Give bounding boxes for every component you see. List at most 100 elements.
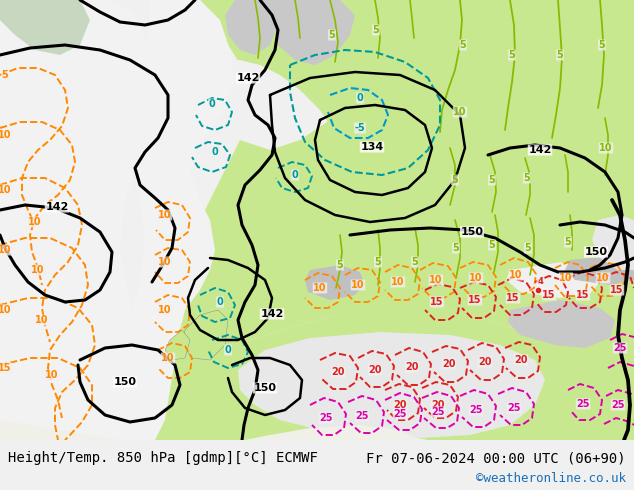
Text: 5: 5 [524, 243, 531, 253]
Text: 5: 5 [489, 175, 495, 185]
Polygon shape [0, 420, 420, 440]
Text: 10: 10 [509, 270, 523, 280]
Text: 15: 15 [0, 363, 12, 373]
Polygon shape [165, 330, 190, 360]
Text: ©weatheronline.co.uk: ©weatheronline.co.uk [476, 471, 626, 485]
Text: 0: 0 [209, 99, 216, 109]
Text: 10: 10 [161, 353, 175, 363]
Text: 5: 5 [598, 40, 605, 50]
Polygon shape [508, 300, 615, 348]
Text: 0: 0 [217, 297, 223, 307]
Text: 10: 10 [559, 273, 573, 283]
Polygon shape [238, 332, 545, 438]
Polygon shape [305, 265, 365, 300]
Text: 10: 10 [469, 273, 482, 283]
Text: 25: 25 [355, 411, 369, 421]
Text: 5: 5 [524, 173, 531, 183]
Text: 25: 25 [611, 400, 624, 410]
Text: 20: 20 [443, 359, 456, 369]
Text: 15: 15 [576, 290, 590, 300]
Polygon shape [210, 60, 340, 150]
Text: 10: 10 [158, 257, 172, 267]
Text: 150: 150 [113, 377, 136, 387]
Text: 10: 10 [0, 185, 12, 195]
Text: 10: 10 [596, 273, 610, 283]
Polygon shape [0, 0, 90, 55]
Text: 10: 10 [31, 265, 45, 275]
Polygon shape [115, 0, 235, 440]
Text: 5: 5 [328, 30, 335, 40]
Polygon shape [240, 310, 550, 440]
Text: 5: 5 [2, 70, 8, 80]
Text: 20: 20 [393, 400, 407, 410]
Text: 15: 15 [542, 290, 556, 300]
Text: 10: 10 [391, 277, 404, 287]
Text: 25: 25 [469, 405, 482, 415]
Text: 10: 10 [36, 315, 49, 325]
Text: 0: 0 [224, 345, 231, 355]
Text: 10: 10 [0, 305, 12, 315]
Text: 15: 15 [430, 297, 444, 307]
Text: 0: 0 [212, 147, 218, 157]
Polygon shape [380, 355, 420, 390]
Text: 5: 5 [373, 25, 379, 35]
Text: Fr 07-06-2024 00:00 UTC (06+90): Fr 07-06-2024 00:00 UTC (06+90) [366, 451, 626, 465]
Polygon shape [0, 0, 160, 440]
Text: 15: 15 [507, 293, 520, 303]
Polygon shape [0, 0, 250, 440]
Text: -5: -5 [354, 123, 365, 133]
Text: 25: 25 [613, 343, 627, 353]
Polygon shape [592, 215, 634, 270]
Text: 15: 15 [611, 285, 624, 295]
Polygon shape [240, 0, 634, 440]
Text: 10: 10 [45, 370, 59, 380]
Text: 142: 142 [261, 309, 283, 319]
Text: 20: 20 [431, 400, 444, 410]
Text: 134: 134 [360, 142, 384, 152]
Text: 5: 5 [508, 50, 515, 60]
Text: 10: 10 [158, 305, 172, 315]
Text: 5: 5 [337, 260, 344, 270]
Text: 5: 5 [451, 175, 458, 185]
Text: 10: 10 [0, 130, 12, 140]
Text: 10: 10 [158, 210, 172, 220]
Text: Height/Temp. 850 hPa [gdmp][°C] ECMWF: Height/Temp. 850 hPa [gdmp][°C] ECMWF [8, 451, 318, 465]
Text: 142: 142 [236, 73, 260, 83]
Text: 25: 25 [431, 407, 444, 417]
Text: 5: 5 [453, 243, 460, 253]
Text: 150: 150 [460, 227, 484, 237]
Text: 5: 5 [565, 237, 571, 247]
Text: 5: 5 [411, 257, 418, 267]
Polygon shape [275, 0, 355, 65]
Text: 150: 150 [585, 247, 607, 257]
Polygon shape [183, 310, 228, 360]
Text: 10: 10 [29, 217, 42, 227]
Text: 10: 10 [429, 275, 443, 285]
Polygon shape [225, 0, 285, 55]
Polygon shape [506, 262, 600, 298]
Text: 20: 20 [478, 357, 492, 367]
Text: 5: 5 [489, 240, 495, 250]
Text: 25: 25 [320, 413, 333, 423]
Text: 142: 142 [45, 202, 68, 212]
Text: 25: 25 [393, 409, 407, 419]
Text: 10: 10 [0, 245, 12, 255]
Text: 25: 25 [576, 399, 590, 409]
Text: 25: 25 [507, 403, 521, 413]
Text: 142: 142 [528, 145, 552, 155]
Text: 5: 5 [557, 50, 564, 60]
Text: 20: 20 [368, 365, 382, 375]
Text: 10: 10 [599, 143, 612, 153]
Text: 150: 150 [254, 383, 276, 393]
Text: 10: 10 [313, 283, 327, 293]
Text: 5: 5 [460, 40, 467, 50]
Text: 20: 20 [405, 362, 418, 372]
Text: 4: 4 [537, 277, 543, 287]
Polygon shape [565, 255, 634, 285]
Text: 0: 0 [292, 170, 299, 180]
Text: 20: 20 [331, 367, 345, 377]
Text: 0: 0 [356, 93, 363, 103]
Text: 20: 20 [514, 355, 527, 365]
Text: 10: 10 [351, 280, 365, 290]
Text: 10: 10 [453, 107, 467, 117]
